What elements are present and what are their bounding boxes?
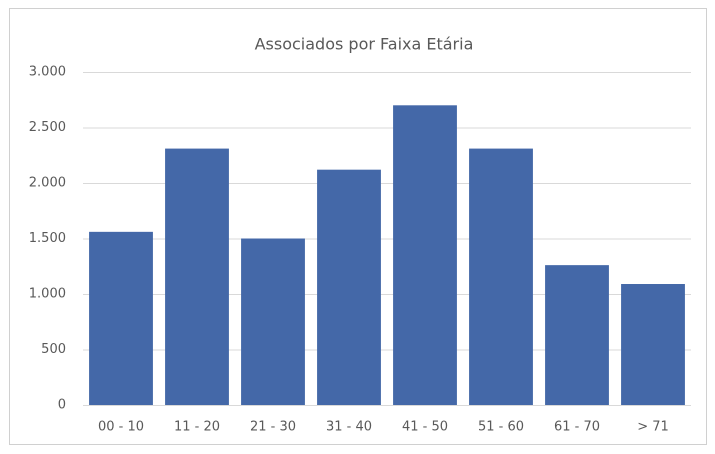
y-tick-label: 500 [41,342,66,357]
x-tick-label: 31 - 40 [326,420,372,435]
y-tick-label: 2.000 [29,176,66,191]
y-tick-label: 3.000 [29,65,66,80]
bar [621,284,685,405]
y-tick-label: 1.500 [29,231,66,246]
bar [545,265,609,405]
bar [165,148,229,405]
x-tick-label: 61 - 70 [554,420,600,435]
bar [317,169,381,405]
bar [469,148,533,405]
bar [393,105,457,406]
y-tick-label: 0 [58,398,66,413]
x-tick-label: 11 - 20 [174,420,220,435]
x-tick-label: 21 - 30 [250,420,296,435]
x-tick-label: 00 - 10 [98,420,144,435]
x-tick-label: 41 - 50 [402,420,448,435]
bar [241,238,305,405]
bar [89,231,153,405]
x-tick-label: > 71 [637,420,669,435]
chart-title: Associados por Faixa Etária [255,35,474,54]
x-tick-label: 51 - 60 [478,420,524,435]
y-tick-label: 2.500 [29,120,66,135]
y-tick-label: 1.000 [29,287,66,302]
